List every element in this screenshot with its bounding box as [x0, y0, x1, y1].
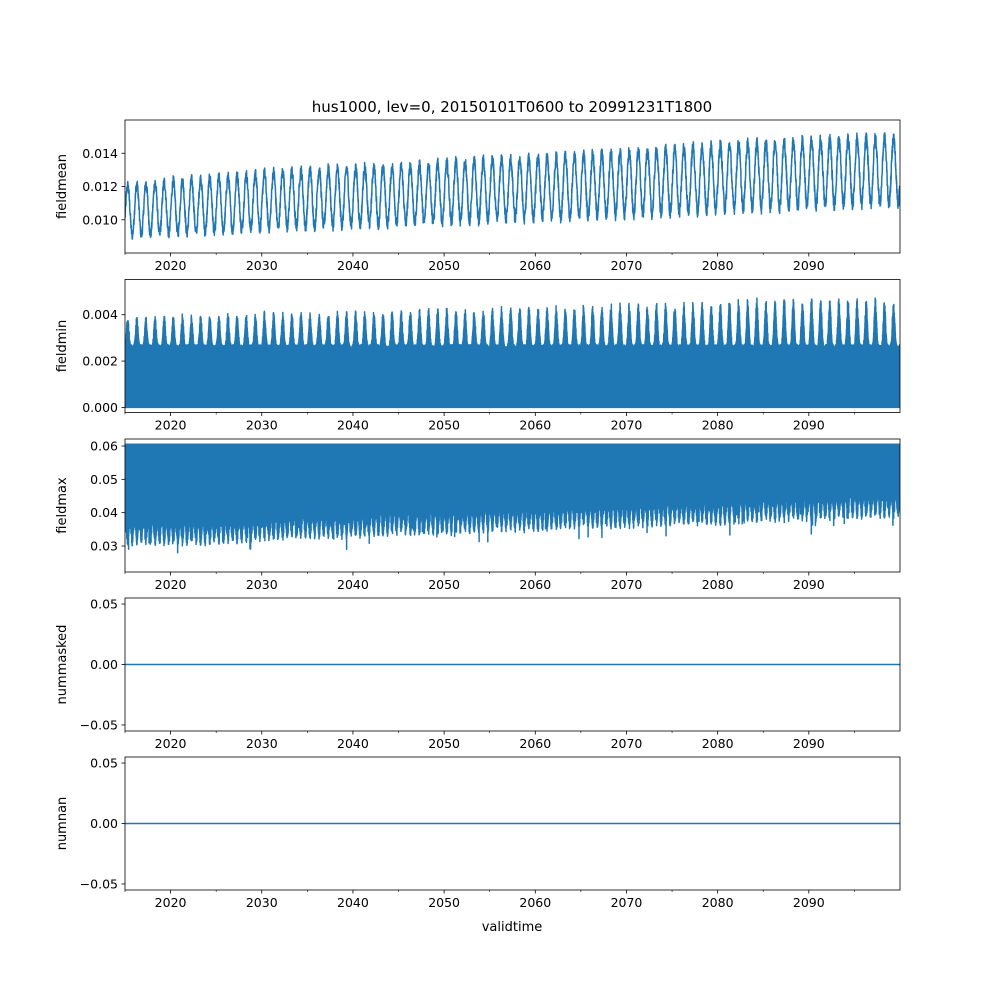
x-tick-label: 2040 — [337, 577, 369, 592]
x-tick-label: 2060 — [519, 895, 551, 910]
x-tick-label: 2050 — [428, 895, 460, 910]
y-tick-label: 0.05 — [90, 472, 118, 487]
x-tick-label: 2050 — [428, 736, 460, 751]
y-tick-label: 0.00 — [90, 816, 118, 831]
x-tick-label: 2020 — [155, 418, 187, 433]
x-tick-label: 2030 — [246, 418, 278, 433]
y-axis-label: fieldmean — [55, 154, 70, 219]
x-tick-label: 2030 — [246, 577, 278, 592]
x-tick-label: 2030 — [246, 258, 278, 273]
chart-title: hus1000, lev=0, 20150101T0600 to 2099123… — [312, 98, 712, 116]
y-axis-label: numnan — [55, 797, 70, 851]
x-tick-label: 2080 — [702, 895, 734, 910]
axes-frame — [124, 438, 901, 573]
y-axis-label: fieldmax — [55, 477, 70, 534]
x-tick-label: 2060 — [519, 418, 551, 433]
x-tick-label: 2070 — [611, 258, 643, 273]
series-line-fieldmean — [125, 132, 900, 240]
panel-fieldmax: 2020 2030 2040 2050 2060 2070 2080 2090 0.03 0.04… — [55, 438, 901, 592]
x-tick-label: 2070 — [611, 418, 643, 433]
x-tick-label: 2080 — [702, 736, 734, 751]
panel-numnan: 2020 2030 2040 2050 2060 2070 2080 2090 −0.05 0.0… — [55, 756, 901, 910]
y-tick-label: 0.06 — [90, 439, 118, 454]
y-tick-label: 0.05 — [90, 756, 118, 771]
y-tick-label: 0.002 — [82, 354, 118, 369]
x-tick-label: 2030 — [246, 895, 278, 910]
y-tick-label: 0.04 — [90, 505, 118, 520]
series-line-fieldmin — [125, 297, 900, 409]
x-tick-label: 2050 — [428, 577, 460, 592]
y-tick-label: 0.05 — [90, 597, 118, 612]
x-axis-label: validtime — [482, 920, 543, 935]
x-tick-label: 2020 — [155, 577, 187, 592]
y-axis-label: fieldmin — [55, 320, 70, 373]
x-tick-label: 2070 — [611, 736, 643, 751]
x-tick-label: 2020 — [155, 895, 187, 910]
x-tick-label: 2090 — [793, 418, 825, 433]
x-tick-label: 2080 — [702, 418, 734, 433]
x-tick-label: 2080 — [702, 577, 734, 592]
x-tick-label: 2040 — [337, 258, 369, 273]
x-tick-label: 2050 — [428, 258, 460, 273]
y-tick-label: 0.004 — [82, 307, 118, 322]
y-tick-label: 0.012 — [82, 179, 118, 194]
y-tick-label: 0.000 — [82, 400, 118, 415]
y-tick-label: 0.010 — [82, 212, 118, 227]
panel-fieldmean: 2020 2030 2040 2050 2060 2070 2080 2090 0.010 0.0… — [55, 119, 901, 273]
x-tick-label: 2090 — [793, 895, 825, 910]
x-tick-label: 2060 — [519, 577, 551, 592]
x-tick-label: 2070 — [611, 895, 643, 910]
x-tick-label: 2070 — [611, 577, 643, 592]
y-axis-label: nummasked — [55, 625, 70, 705]
panel-nummasked: 2020 2030 2040 2050 2060 2070 2080 2090 −0.05 0.0… — [55, 597, 901, 751]
y-tick-label: −0.05 — [80, 717, 118, 732]
y-tick-label: 0.00 — [90, 657, 118, 672]
y-tick-label: 0.03 — [90, 539, 118, 554]
x-tick-label: 2090 — [793, 258, 825, 273]
x-tick-label: 2040 — [337, 895, 369, 910]
x-tick-label: 2080 — [702, 258, 734, 273]
x-tick-label: 2060 — [519, 736, 551, 751]
x-tick-label: 2050 — [428, 418, 460, 433]
y-tick-label: −0.05 — [80, 876, 118, 891]
x-tick-label: 2090 — [793, 736, 825, 751]
x-tick-label: 2040 — [337, 418, 369, 433]
panel-fieldmin: 2020 2030 2040 2050 2060 2070 2080 2090 0.000 0.0… — [55, 279, 901, 433]
series-line-fieldmax — [125, 443, 900, 554]
x-tick-label: 2040 — [337, 736, 369, 751]
x-tick-label: 2030 — [246, 736, 278, 751]
x-tick-label: 2060 — [519, 258, 551, 273]
axes-frame — [124, 279, 901, 413]
x-tick-label: 2020 — [155, 258, 187, 273]
y-tick-label: 0.014 — [82, 146, 118, 161]
x-tick-label: 2020 — [155, 736, 187, 751]
x-tick-label: 2090 — [793, 577, 825, 592]
